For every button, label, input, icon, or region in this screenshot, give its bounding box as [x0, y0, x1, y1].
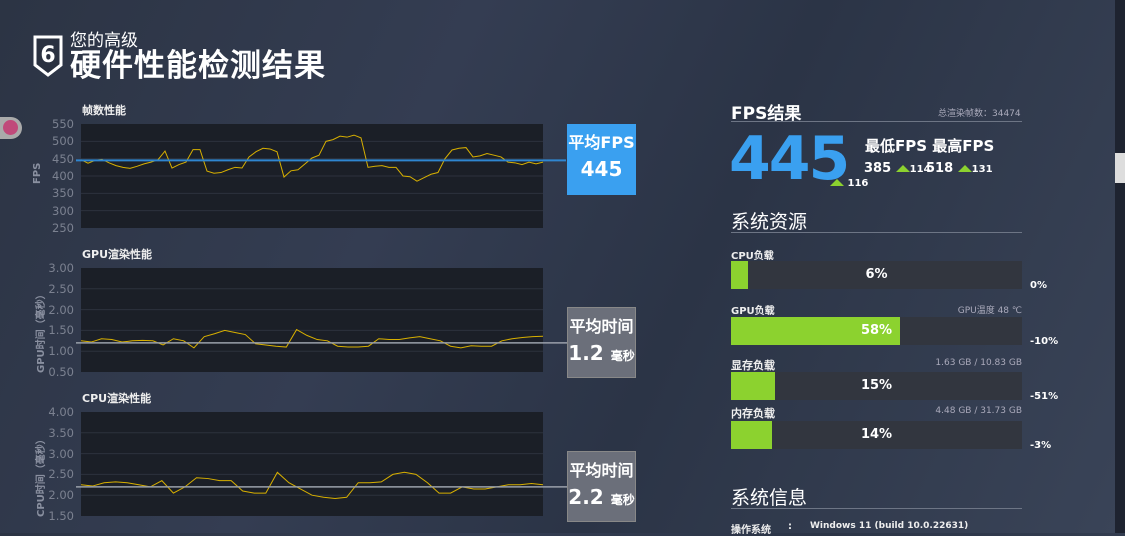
y-tick-label: 400	[52, 169, 74, 183]
average-label: 平均FPS	[568, 133, 635, 152]
max-fps: 518 131	[926, 161, 993, 176]
average-label: 平均时间	[569, 461, 634, 480]
resource-percent: 58%	[860, 323, 893, 338]
min-max-label: 最低FPS 最高FPS	[865, 137, 995, 155]
line-chart	[76, 412, 568, 516]
y-tick-label: 450	[52, 151, 74, 166]
y-tick-label: 250	[52, 221, 74, 235]
y-tick-label: 4.00	[48, 405, 74, 419]
y-tick-label: 1.50	[48, 509, 74, 523]
up-arrow-icon	[895, 165, 910, 172]
average-value: 445	[580, 157, 623, 181]
y-tick-label: 350	[52, 186, 74, 201]
chart-title: CPU渲染性能	[82, 392, 152, 405]
total-frames: 总渲染帧数：34474	[938, 109, 1021, 119]
resource-label: CPU负载	[731, 251, 774, 262]
y-tick-label: 550	[52, 117, 74, 131]
plot-area	[81, 412, 543, 516]
scrollbar[interactable]	[1115, 0, 1125, 533]
avg-fps-delta: 116	[830, 178, 868, 189]
side-floating-button[interactable]	[0, 117, 22, 139]
page-subtitle: 您的高级	[70, 31, 138, 51]
y-tick-label: 3.00	[48, 261, 74, 275]
y-axis-label: FPS	[32, 162, 43, 184]
resource-label: 内存负载	[731, 407, 775, 420]
sysinfo-title: 系统信息	[731, 487, 808, 509]
resource-bar: 15%	[731, 372, 1022, 400]
chart-title: GPU渲染性能	[82, 248, 153, 261]
average-unit: 毫秒	[610, 349, 635, 363]
line-chart	[76, 268, 568, 372]
average-box: 平均FPS 445	[567, 124, 636, 195]
resource-delta: -10%	[1030, 336, 1059, 347]
resource-info: 1.63 GB / 10.83 GB	[935, 358, 1022, 368]
rank-badge-icon: 6	[33, 35, 63, 77]
resource-percent: 6%	[865, 267, 888, 282]
y-axis-label: CPU时间（毫秒）	[36, 434, 47, 517]
resource-percent: 15%	[860, 378, 893, 393]
resource-delta: 0%	[1030, 280, 1047, 291]
min-fps: 385 114	[864, 161, 931, 176]
y-tick-label: 3.00	[48, 446, 74, 461]
os-sep: :	[788, 521, 792, 532]
y-tick-label: 0.50	[48, 365, 74, 379]
resource-info: GPU温度 48 ℃	[957, 306, 1022, 316]
os-value: Windows 11 (build 10.0.22631)	[810, 521, 969, 531]
resource-delta: -3%	[1030, 440, 1052, 451]
average-value: 2.2	[568, 485, 604, 509]
y-tick-label: 2.50	[48, 281, 74, 296]
resource-delta: -51%	[1030, 391, 1059, 402]
up-arrow-icon	[957, 165, 972, 172]
resource-percent: 14%	[860, 427, 893, 442]
resource-bar: 6%	[731, 261, 1022, 289]
plot-area	[81, 268, 543, 372]
y-tick-label: 300	[52, 203, 74, 218]
average-value: 1.2	[568, 341, 604, 365]
y-tick-label: 1.50	[48, 323, 74, 338]
y-tick-label: 2.50	[48, 467, 74, 482]
up-arrow-icon	[830, 179, 844, 186]
y-tick-label: 3.50	[48, 425, 74, 440]
resource-info: 4.48 GB / 31.73 GB	[935, 406, 1022, 416]
resource-bar: 58%	[731, 317, 1022, 345]
average-label: 平均时间	[569, 317, 634, 336]
fps-result-title: FPS结果	[731, 104, 802, 124]
resource-label: 显存负载	[731, 359, 775, 372]
svg-text:6: 6	[40, 43, 55, 68]
average-box: 平均时间 1.2 毫秒	[567, 307, 636, 378]
y-axis-label: GPU时间（毫秒）	[36, 289, 47, 373]
os-label: 操作系统	[731, 525, 771, 536]
y-tick-label: 500	[52, 134, 74, 149]
line-chart	[76, 124, 566, 228]
resource-bar: 14%	[731, 421, 1022, 449]
chart-title: 帧数性能	[82, 104, 126, 117]
y-tick-label: 2.00	[48, 302, 74, 317]
average-unit: 毫秒	[610, 493, 635, 507]
page-title: 硬件性能检测结果	[70, 48, 326, 84]
average-box: 平均时间 2.2 毫秒	[567, 451, 636, 522]
resources-title: 系统资源	[731, 211, 808, 233]
resource-label: GPU负载	[731, 306, 775, 317]
y-tick-label: 2.00	[48, 488, 74, 503]
y-tick-label: 1.00	[48, 344, 74, 359]
